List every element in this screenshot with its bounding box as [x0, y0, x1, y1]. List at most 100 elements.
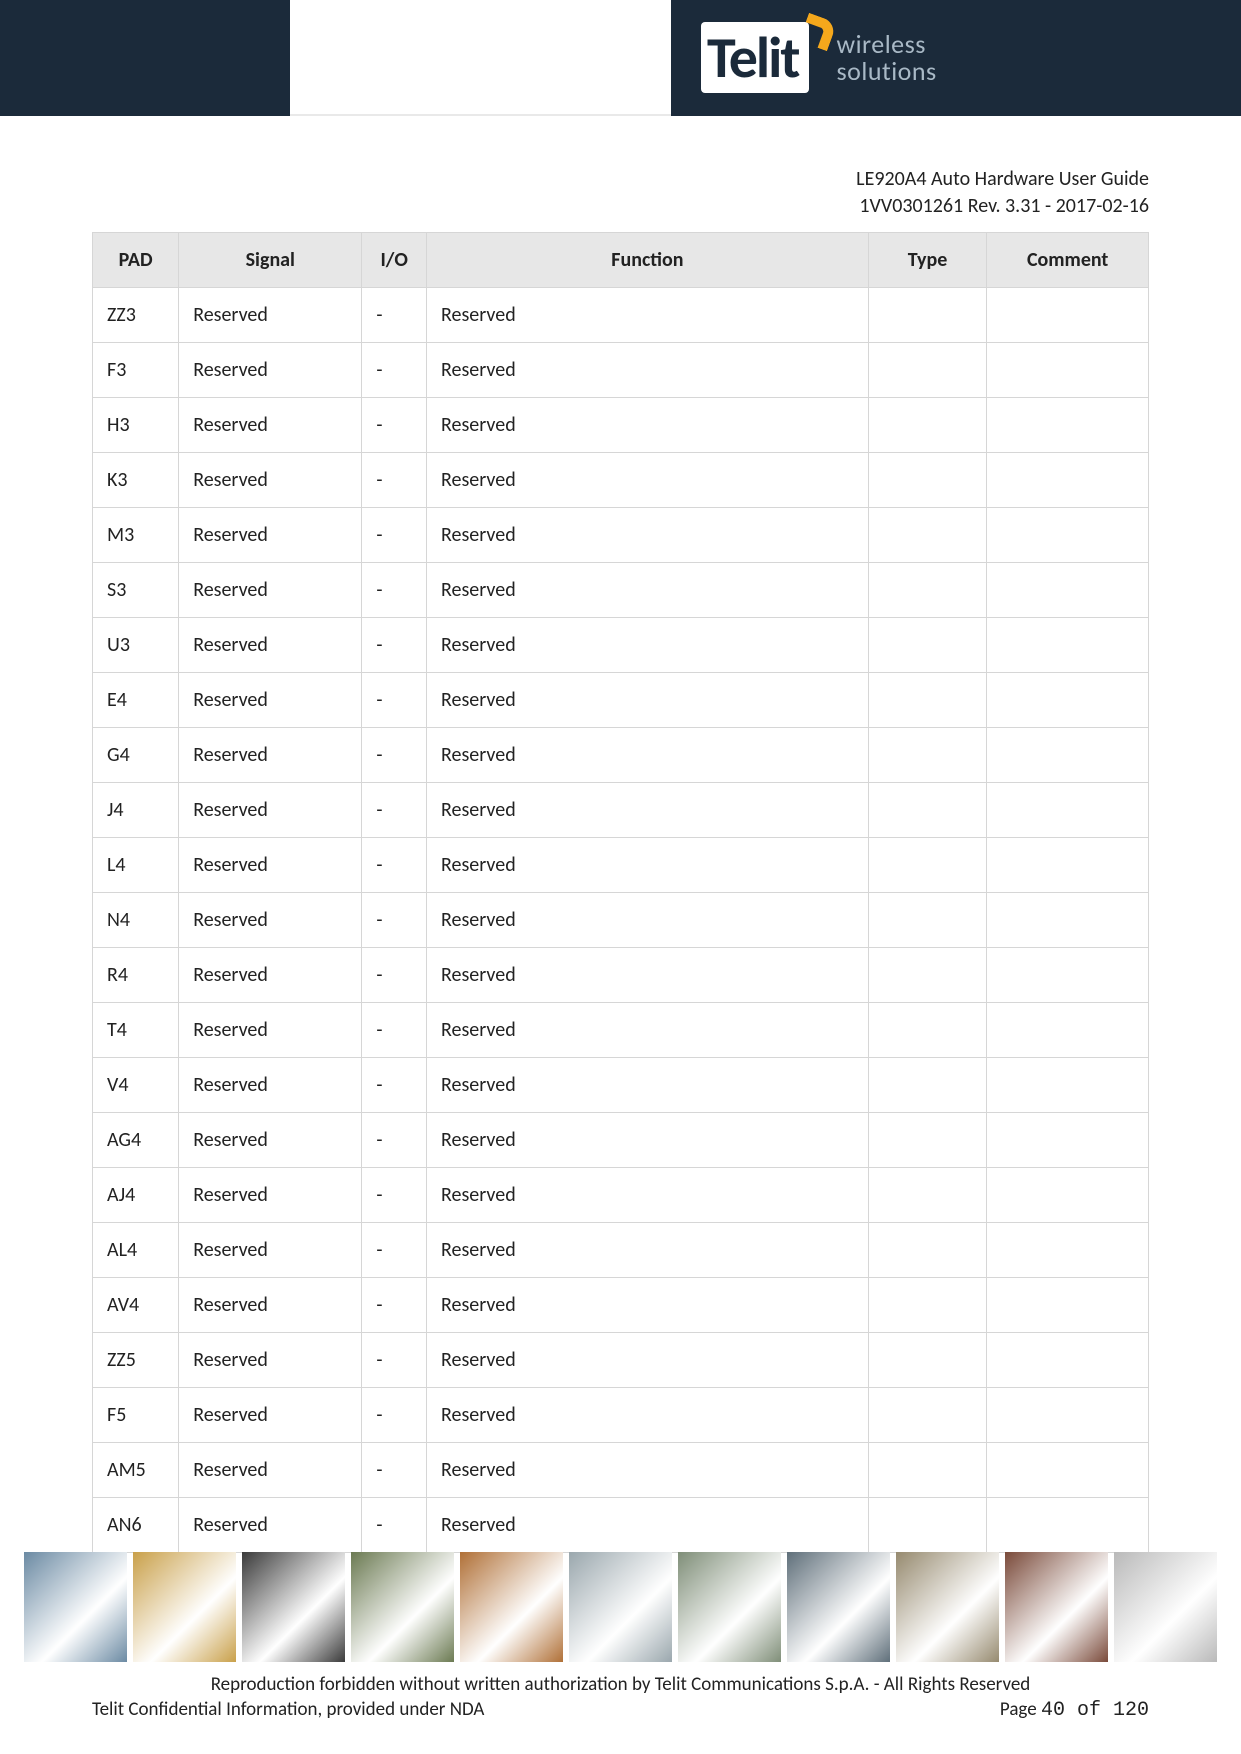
table-cell [987, 1058, 1149, 1113]
brand-block: Telit wireless solutions [671, 0, 1241, 116]
table-row: S3Reserved-Reserved [93, 563, 1149, 618]
table-cell: - [362, 728, 427, 783]
table-cell: Reserved [427, 288, 869, 343]
table-cell: - [362, 948, 427, 1003]
table-cell: Reserved [179, 1443, 362, 1498]
table-cell: AN6 [93, 1498, 179, 1553]
table-cell: AJ4 [93, 1168, 179, 1223]
table-cell: - [362, 1003, 427, 1058]
table-cell [987, 618, 1149, 673]
table-row: AM5Reserved-Reserved [93, 1443, 1149, 1498]
table-row: AN6Reserved-Reserved [93, 1498, 1149, 1553]
table-row: F3Reserved-Reserved [93, 343, 1149, 398]
table-cell: E4 [93, 673, 179, 728]
table-cell [987, 948, 1149, 1003]
table-cell [868, 948, 987, 1003]
footer-tile [569, 1552, 672, 1662]
table-cell: - [362, 288, 427, 343]
footer-tile [460, 1552, 563, 1662]
table-cell: - [362, 398, 427, 453]
table-cell [987, 1003, 1149, 1058]
table-row: ZZ5Reserved-Reserved [93, 1333, 1149, 1388]
table-cell: Reserved [179, 618, 362, 673]
footer-page: Page 40 of 120 [1000, 1698, 1149, 1722]
table-cell [868, 618, 987, 673]
table-row: J4Reserved-Reserved [93, 783, 1149, 838]
table-cell: M3 [93, 508, 179, 563]
table-cell: Reserved [179, 343, 362, 398]
col-signal: Signal [179, 233, 362, 288]
table-cell: - [362, 1443, 427, 1498]
footer-tile [242, 1552, 345, 1662]
table-cell: F5 [93, 1388, 179, 1443]
table-row: AG4Reserved-Reserved [93, 1113, 1149, 1168]
table-cell [987, 1278, 1149, 1333]
table-body: ZZ3Reserved-ReservedF3Reserved-ReservedH… [93, 288, 1149, 1553]
table-cell [987, 288, 1149, 343]
table-cell: Reserved [427, 1498, 869, 1553]
table-cell: Reserved [427, 1443, 869, 1498]
table-cell: AG4 [93, 1113, 179, 1168]
table-cell: Reserved [179, 1168, 362, 1223]
table-cell: Reserved [427, 1113, 869, 1168]
table-cell [987, 453, 1149, 508]
table-cell: - [362, 343, 427, 398]
table-cell [868, 563, 987, 618]
table-cell: H3 [93, 398, 179, 453]
table-cell: Reserved [179, 1278, 362, 1333]
table-cell [868, 783, 987, 838]
table-cell: Reserved [427, 728, 869, 783]
footer-tile [133, 1552, 236, 1662]
table-cell [868, 1388, 987, 1443]
footer-tile [1005, 1552, 1108, 1662]
table-cell: - [362, 783, 427, 838]
table-cell: Reserved [179, 948, 362, 1003]
table-cell [987, 1333, 1149, 1388]
table-cell [868, 673, 987, 728]
table-cell [868, 893, 987, 948]
table-cell: Reserved [179, 728, 362, 783]
table-cell [987, 1498, 1149, 1553]
table-row: ZZ3Reserved-Reserved [93, 288, 1149, 343]
table-cell [987, 1443, 1149, 1498]
footer-page-label: Page [1000, 1698, 1041, 1721]
table-cell: Reserved [179, 838, 362, 893]
table-cell: - [362, 1223, 427, 1278]
footer-page-value: 40 of 120 [1041, 1699, 1149, 1722]
footer-tile [678, 1552, 781, 1662]
footer-tile [351, 1552, 454, 1662]
table-cell: R4 [93, 948, 179, 1003]
table-cell [868, 1443, 987, 1498]
table-cell: Reserved [179, 288, 362, 343]
footer-tile [1114, 1552, 1217, 1662]
table-cell [987, 1168, 1149, 1223]
table-cell [868, 1003, 987, 1058]
footer-copyright: Reproduction forbidden without written a… [92, 1673, 1149, 1696]
table-cell: Reserved [179, 1113, 362, 1168]
table-cell: L4 [93, 838, 179, 893]
table-cell: - [362, 508, 427, 563]
table-cell: V4 [93, 1058, 179, 1113]
table-cell: J4 [93, 783, 179, 838]
banner-spacer [290, 0, 671, 116]
banner-dark-block [0, 0, 290, 116]
table-cell: Reserved [427, 1223, 869, 1278]
table-cell [868, 343, 987, 398]
footer-tile [896, 1552, 999, 1662]
table-cell: AM5 [93, 1443, 179, 1498]
table-cell: - [362, 838, 427, 893]
table-row: G4Reserved-Reserved [93, 728, 1149, 783]
table-cell [868, 288, 987, 343]
table-cell [987, 783, 1149, 838]
table-row: F5Reserved-Reserved [93, 1388, 1149, 1443]
table-row: M3Reserved-Reserved [93, 508, 1149, 563]
footer-tile [24, 1552, 127, 1662]
table-cell: Reserved [179, 1498, 362, 1553]
table-cell [868, 1223, 987, 1278]
table-cell: - [362, 1388, 427, 1443]
table-header-row: PAD Signal I/O Function Type Comment [93, 233, 1149, 288]
table-cell: Reserved [427, 1333, 869, 1388]
table-cell [868, 508, 987, 563]
table-row: AL4Reserved-Reserved [93, 1223, 1149, 1278]
table-cell: - [362, 673, 427, 728]
